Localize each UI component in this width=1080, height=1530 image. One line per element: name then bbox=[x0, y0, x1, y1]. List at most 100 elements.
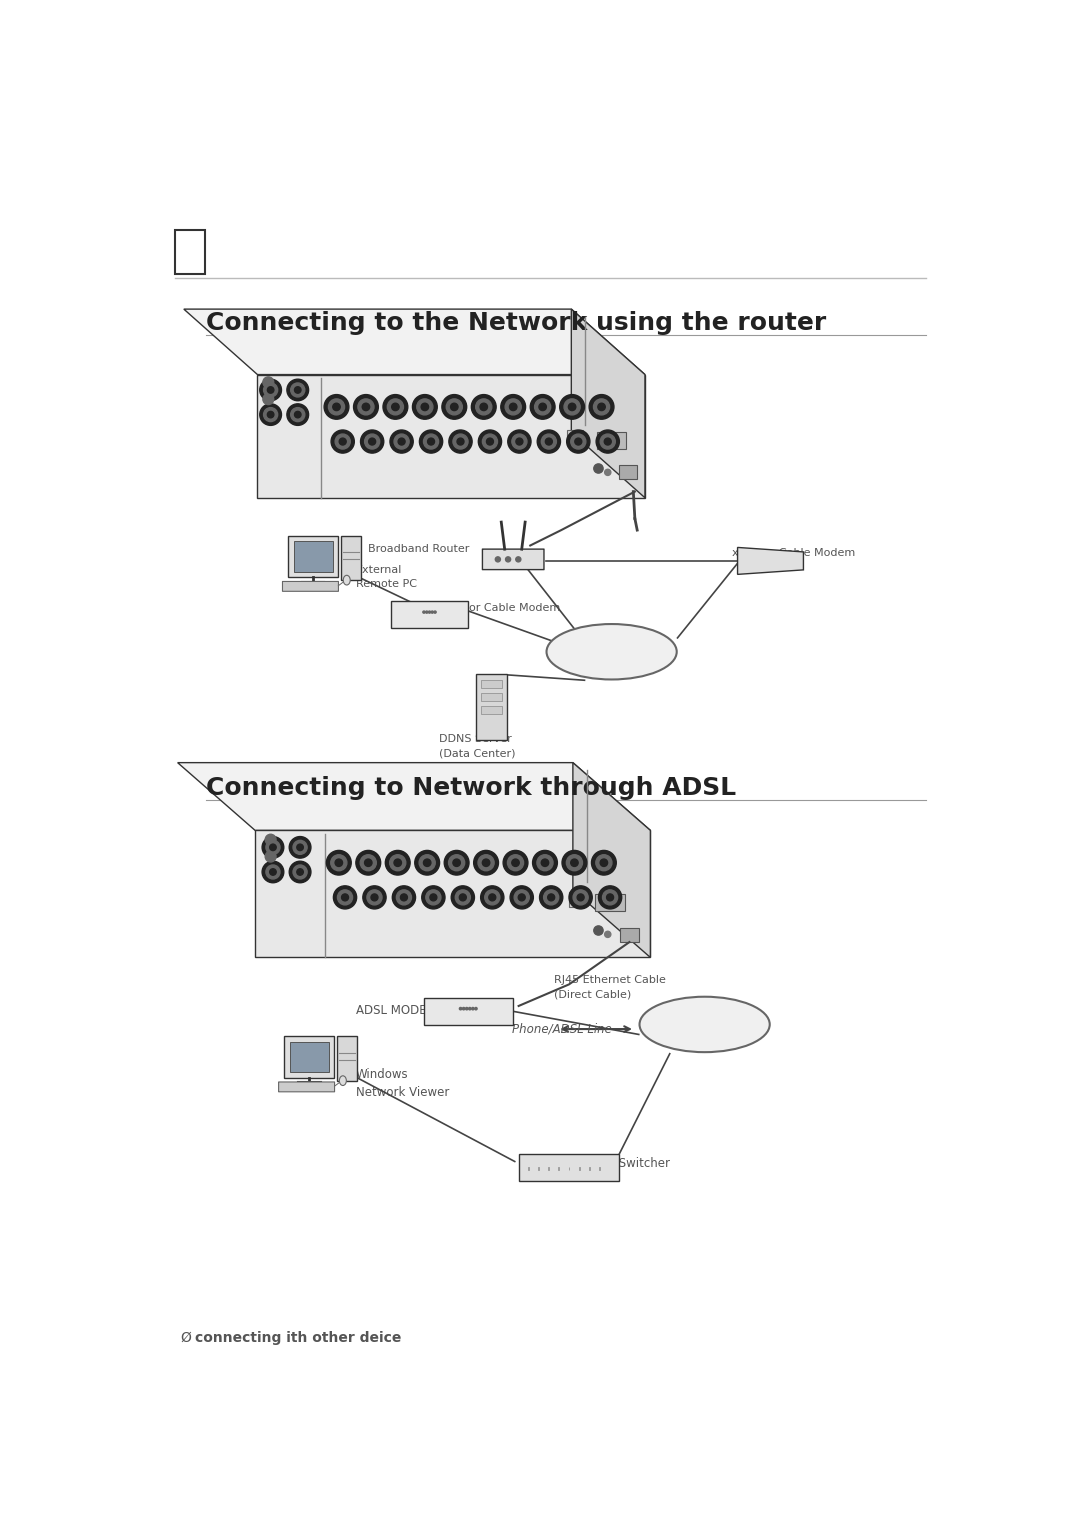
Circle shape bbox=[262, 393, 273, 404]
FancyBboxPatch shape bbox=[337, 1036, 356, 1080]
Circle shape bbox=[339, 438, 347, 445]
Text: ADSL MODEM: ADSL MODEM bbox=[356, 1004, 436, 1016]
Text: Broadband Router: Broadband Router bbox=[367, 545, 469, 554]
FancyBboxPatch shape bbox=[620, 929, 638, 942]
Circle shape bbox=[539, 404, 546, 410]
Circle shape bbox=[419, 430, 443, 453]
Circle shape bbox=[386, 851, 410, 875]
Text: NETWORK: NETWORK bbox=[653, 1016, 756, 1033]
Circle shape bbox=[422, 886, 445, 909]
Circle shape bbox=[444, 851, 469, 875]
Circle shape bbox=[598, 404, 605, 410]
Ellipse shape bbox=[639, 996, 770, 1053]
Polygon shape bbox=[571, 309, 645, 497]
Circle shape bbox=[512, 858, 519, 866]
Circle shape bbox=[430, 894, 437, 901]
Circle shape bbox=[475, 1007, 477, 1010]
Circle shape bbox=[570, 858, 578, 866]
Polygon shape bbox=[255, 831, 650, 958]
Circle shape bbox=[334, 886, 356, 909]
Circle shape bbox=[365, 858, 372, 866]
Circle shape bbox=[388, 399, 404, 415]
Circle shape bbox=[423, 858, 431, 866]
Circle shape bbox=[503, 851, 528, 875]
Circle shape bbox=[297, 869, 303, 875]
FancyBboxPatch shape bbox=[595, 895, 625, 912]
Text: Ø: Ø bbox=[180, 1331, 191, 1345]
FancyBboxPatch shape bbox=[481, 693, 502, 701]
Circle shape bbox=[486, 438, 494, 445]
FancyBboxPatch shape bbox=[518, 1154, 619, 1181]
Circle shape bbox=[392, 886, 416, 909]
Ellipse shape bbox=[546, 624, 677, 679]
Circle shape bbox=[489, 894, 496, 901]
FancyBboxPatch shape bbox=[175, 230, 205, 274]
Circle shape bbox=[326, 851, 351, 875]
Circle shape bbox=[566, 855, 582, 871]
Circle shape bbox=[535, 399, 551, 415]
Circle shape bbox=[537, 430, 561, 453]
Text: Connecting to Network through ADSL: Connecting to Network through ADSL bbox=[206, 777, 737, 800]
Circle shape bbox=[361, 855, 376, 871]
Circle shape bbox=[297, 845, 303, 851]
Circle shape bbox=[429, 610, 431, 614]
Circle shape bbox=[480, 404, 487, 410]
Circle shape bbox=[456, 890, 471, 904]
Circle shape bbox=[607, 894, 613, 901]
Circle shape bbox=[516, 557, 521, 562]
Circle shape bbox=[559, 395, 584, 419]
Circle shape bbox=[394, 435, 409, 450]
Circle shape bbox=[365, 435, 380, 450]
Circle shape bbox=[510, 886, 534, 909]
Circle shape bbox=[508, 430, 531, 453]
Polygon shape bbox=[257, 375, 645, 497]
Circle shape bbox=[518, 894, 525, 901]
Circle shape bbox=[592, 851, 617, 875]
Circle shape bbox=[330, 855, 347, 871]
Circle shape bbox=[462, 1007, 464, 1010]
Circle shape bbox=[451, 886, 474, 909]
Circle shape bbox=[485, 890, 500, 904]
Circle shape bbox=[383, 395, 408, 419]
Circle shape bbox=[600, 858, 608, 866]
Text: connecting ith other deice: connecting ith other deice bbox=[195, 1331, 402, 1345]
Circle shape bbox=[293, 864, 307, 880]
Circle shape bbox=[392, 404, 400, 410]
FancyBboxPatch shape bbox=[391, 601, 469, 629]
Circle shape bbox=[590, 395, 613, 419]
Circle shape bbox=[603, 890, 618, 904]
Circle shape bbox=[295, 412, 301, 418]
Circle shape bbox=[541, 435, 556, 450]
Circle shape bbox=[328, 399, 345, 415]
Circle shape bbox=[577, 894, 584, 901]
Circle shape bbox=[540, 886, 563, 909]
Circle shape bbox=[569, 886, 592, 909]
FancyBboxPatch shape bbox=[294, 542, 333, 572]
FancyBboxPatch shape bbox=[483, 549, 544, 569]
Circle shape bbox=[505, 399, 522, 415]
Circle shape bbox=[417, 399, 433, 415]
FancyBboxPatch shape bbox=[567, 430, 583, 445]
Circle shape bbox=[264, 382, 278, 396]
Circle shape bbox=[564, 399, 580, 415]
Circle shape bbox=[396, 890, 411, 904]
Polygon shape bbox=[572, 762, 650, 958]
Circle shape bbox=[287, 404, 309, 425]
Circle shape bbox=[390, 430, 414, 453]
Circle shape bbox=[537, 855, 553, 871]
Ellipse shape bbox=[339, 1076, 347, 1085]
Circle shape bbox=[594, 399, 609, 415]
Circle shape bbox=[514, 890, 529, 904]
Circle shape bbox=[421, 404, 429, 410]
Circle shape bbox=[568, 404, 576, 410]
Circle shape bbox=[361, 430, 383, 453]
Circle shape bbox=[291, 407, 305, 422]
Circle shape bbox=[295, 387, 301, 393]
Circle shape bbox=[428, 438, 434, 445]
Circle shape bbox=[446, 399, 462, 415]
FancyBboxPatch shape bbox=[283, 581, 338, 591]
Circle shape bbox=[367, 890, 382, 904]
Text: Hub/Switcher: Hub/Switcher bbox=[592, 1157, 672, 1169]
Circle shape bbox=[289, 861, 311, 883]
Circle shape bbox=[293, 840, 307, 854]
